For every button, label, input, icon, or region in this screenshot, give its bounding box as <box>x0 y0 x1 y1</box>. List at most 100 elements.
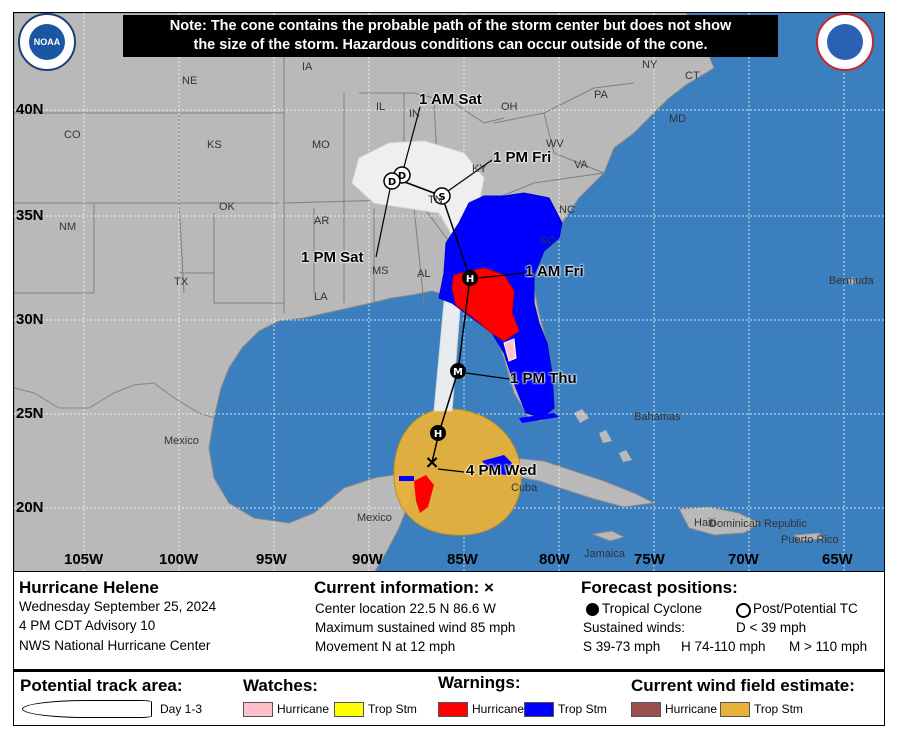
state-label: VA <box>574 159 588 171</box>
state-label: MD <box>669 113 687 125</box>
trop-stm-warning-cuba <box>482 455 512 475</box>
note-line-2: the size of the storm. Hazardous conditi… <box>193 37 708 53</box>
state-label: LA <box>314 291 328 303</box>
state-label: OK <box>219 201 235 213</box>
trop-stm-watch-label: Trop Stm <box>368 702 417 716</box>
place-label: Mexico <box>164 435 199 447</box>
current-location: Center location 22.5 N 86.6 W <box>315 601 496 616</box>
wind-s-label: S 39-73 mph <box>583 639 661 654</box>
state-label: AR <box>314 215 330 227</box>
lat-label: 35N <box>16 207 44 224</box>
state-label: MO <box>312 139 330 151</box>
place-label: Cuba <box>511 482 538 494</box>
trop-stm-warning-label: Trop Stm <box>558 702 607 716</box>
hurricane-watch-hatch <box>503 338 517 362</box>
lon-label: 95W <box>256 551 287 568</box>
forecast-time-label: 1 AM Sat <box>419 91 482 108</box>
forecast-point-m: M <box>450 363 466 379</box>
svg-text:H: H <box>466 274 474 285</box>
current-movement: Movement N at 12 mph <box>315 639 456 654</box>
trop-stm-warning-keys <box>519 413 559 423</box>
wind-h-label: H 74-110 mph <box>681 639 766 654</box>
note-line-1: Note: The cone contains the probable pat… <box>169 18 732 34</box>
place-label: Jamaica <box>584 548 625 560</box>
watches-title: Watches: <box>243 676 318 695</box>
state-label: SC <box>540 235 556 247</box>
noaa-logo-text: NOAA <box>29 24 65 60</box>
current-info-title: Current information: × <box>314 578 494 597</box>
svg-text:D: D <box>398 171 406 182</box>
state-label: WV <box>546 138 564 150</box>
trop-stm-wind-label: Trop Stm <box>754 702 803 716</box>
state-label: OH <box>501 101 518 113</box>
warnings-title: Warnings: <box>438 673 521 692</box>
state-label: AL <box>417 268 431 280</box>
forecast-point-h1: H <box>430 425 446 441</box>
mexico-land <box>14 382 415 571</box>
state-label: IA <box>302 61 313 73</box>
state-label: PA <box>594 89 608 101</box>
forecast-positions-title: Forecast positions: <box>581 578 738 597</box>
storm-advisory: 4 PM CDT Advisory 10 <box>19 618 156 633</box>
forecast-point-d2: D <box>383 172 401 190</box>
state-label: NE <box>182 75 198 87</box>
lat-label: 25N <box>16 405 44 422</box>
svg-text:H: H <box>434 429 442 440</box>
storm-issuer: NWS National Hurricane Center <box>19 638 211 653</box>
hurricane-wind-label: Hurricane <box>665 702 718 716</box>
nws-logo-emblem <box>827 24 863 60</box>
info-panel: Hurricane Helene Wednesday September 25,… <box>13 572 885 670</box>
track-area-title: Potential track area: <box>20 676 183 695</box>
sustained-winds-label: Sustained winds: <box>583 620 686 635</box>
post-tc-label: Post/Potential TC <box>753 601 858 616</box>
lon-label: 70W <box>728 551 759 568</box>
bahamas-land <box>574 409 632 462</box>
lon-label: 85W <box>447 551 478 568</box>
forecast-time-label: 1 PM Thu <box>510 370 577 387</box>
current-position-marker: × <box>424 452 439 473</box>
place-label: Dominican Republic <box>709 518 807 530</box>
hurricane-warning-swatch <box>438 702 468 717</box>
lon-label: 90W <box>352 551 383 568</box>
state-label: NM <box>59 221 77 233</box>
map-area: × H M H S D D <box>13 12 885 572</box>
state-label: KS <box>207 139 222 151</box>
lon-label: 105W <box>64 551 104 568</box>
hurricane-watch-swatch <box>243 702 273 717</box>
lon-label: 100W <box>159 551 199 568</box>
forecast-time-label: 4 PM Wed <box>466 462 537 479</box>
cone-disclaimer-note: Note: The cone contains the probable pat… <box>123 15 778 57</box>
lon-label: 75W <box>634 551 665 568</box>
lat-label: 30N <box>16 311 44 328</box>
wind-m-label: M > 110 mph <box>789 639 868 654</box>
forecast-point-h2: H <box>462 270 478 286</box>
nws-logo <box>816 13 874 71</box>
state-label: NC <box>559 204 575 216</box>
legend-panel: Potential track area: Day 1-3 Watches: H… <box>13 670 885 726</box>
wind-field-title: Current wind field estimate: <box>631 676 855 695</box>
storm-date: Wednesday September 25, 2024 <box>19 599 217 614</box>
jamaica-land <box>590 530 626 542</box>
trop-stm-warning-yucatan <box>399 476 414 481</box>
us-land <box>14 13 715 422</box>
label-leaders <box>375 106 525 473</box>
state-label: IN <box>409 108 420 120</box>
svg-text:M: M <box>453 367 463 378</box>
lon-label: 80W <box>539 551 570 568</box>
svg-text:D: D <box>388 177 396 188</box>
forecast-time-label: 1 AM Fri <box>525 263 584 280</box>
current-wind: Maximum sustained wind 85 mph <box>315 620 516 635</box>
puerto-rico-land <box>792 532 825 542</box>
wind-d-label: D < 39 mph <box>736 620 807 635</box>
hurricane-wind-swatch <box>631 702 661 717</box>
hurricane-warning-label: Hurricane <box>472 702 525 716</box>
trop-stm-watch-swatch <box>334 702 364 717</box>
place-label: Haiti <box>694 517 717 529</box>
cone-legend-icon <box>22 700 152 718</box>
place-label: Mexico <box>357 512 392 524</box>
post-tc-circle-icon <box>736 603 751 618</box>
lat-label: 20N <box>16 499 44 516</box>
forecast-time-label: 1 PM Sat <box>301 249 364 266</box>
state-label: TX <box>174 276 189 288</box>
forecast-point-s: S <box>433 187 451 205</box>
